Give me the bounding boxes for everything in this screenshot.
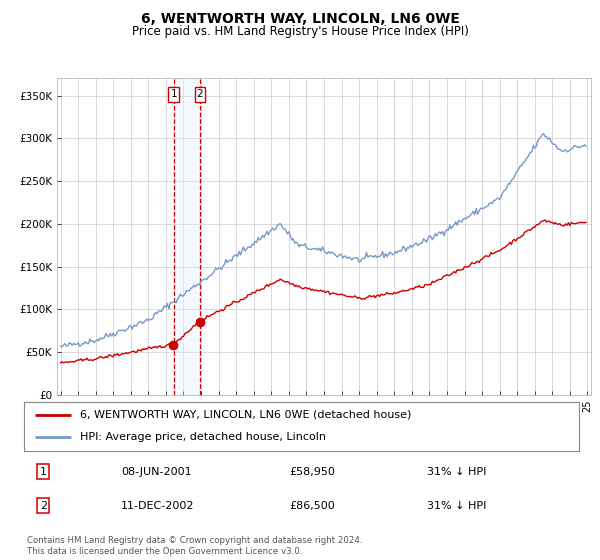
Text: Price paid vs. HM Land Registry's House Price Index (HPI): Price paid vs. HM Land Registry's House …: [131, 25, 469, 38]
Text: 31% ↓ HPI: 31% ↓ HPI: [427, 501, 487, 511]
Text: 6, WENTWORTH WAY, LINCOLN, LN6 0WE: 6, WENTWORTH WAY, LINCOLN, LN6 0WE: [140, 12, 460, 26]
Text: £58,950: £58,950: [290, 466, 335, 477]
Text: 31% ↓ HPI: 31% ↓ HPI: [427, 466, 487, 477]
Text: Contains HM Land Registry data © Crown copyright and database right 2024.
This d: Contains HM Land Registry data © Crown c…: [27, 536, 362, 556]
Text: 2: 2: [197, 90, 203, 100]
Text: £86,500: £86,500: [290, 501, 335, 511]
Text: 11-DEC-2002: 11-DEC-2002: [121, 501, 194, 511]
Text: 2: 2: [40, 501, 47, 511]
Text: 6, WENTWORTH WAY, LINCOLN, LN6 0WE (detached house): 6, WENTWORTH WAY, LINCOLN, LN6 0WE (deta…: [79, 410, 411, 420]
Bar: [173, 78, 200, 395]
Text: HPI: Average price, detached house, Lincoln: HPI: Average price, detached house, Linc…: [79, 432, 325, 442]
Text: 1: 1: [40, 466, 47, 477]
Text: 1: 1: [170, 90, 177, 100]
Text: 08-JUN-2001: 08-JUN-2001: [121, 466, 192, 477]
